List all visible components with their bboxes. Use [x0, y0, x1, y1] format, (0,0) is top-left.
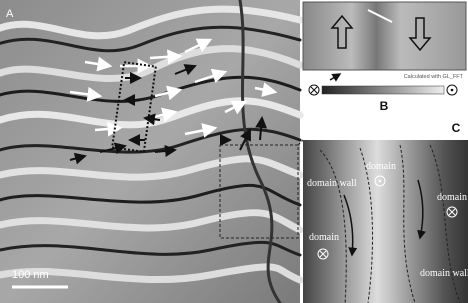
panel-label: B — [380, 99, 389, 113]
up-arrow — [330, 14, 354, 49]
simulation — [302, 1, 467, 71]
panel-label: C — [452, 121, 461, 135]
into-symbol — [310, 86, 318, 94]
annotation: domain — [309, 232, 339, 243]
caption: Calculated with GL_FFT — [404, 74, 464, 80]
out-symbol — [378, 179, 382, 183]
pointer — [329, 73, 342, 82]
into-symbol — [448, 208, 456, 216]
into-symbol — [319, 250, 327, 258]
out-symbol — [374, 175, 386, 187]
panel-label: A — [6, 8, 14, 20]
down-arrow — [408, 17, 432, 52]
panel-b: Calculated with GL_FFT B — [302, 1, 467, 113]
colorbar — [321, 85, 445, 95]
panel-a: A 100 nm — [0, 0, 304, 303]
zoom-link — [297, 139, 304, 146]
annotation: domain wall — [420, 268, 468, 279]
zoom-box — [219, 144, 299, 239]
scale-bar-label: 100 nm — [12, 269, 49, 281]
domain-boundaries — [319, 144, 461, 303]
black-arrows — [69, 64, 268, 165]
rotation-arrow — [343, 194, 358, 257]
out-symbol — [450, 88, 454, 92]
annotation: domain — [437, 192, 467, 203]
pointer — [367, 9, 393, 23]
zoom-image — [303, 140, 468, 303]
panel-c: C domain wall domain domain domain domai… — [303, 121, 468, 303]
rotation-arrow — [417, 179, 427, 240]
annotation: domain wall — [307, 178, 357, 189]
into-symbol — [317, 248, 329, 260]
annotation: domain — [366, 161, 396, 172]
selection-box — [111, 61, 157, 153]
into-symbol — [446, 206, 458, 218]
